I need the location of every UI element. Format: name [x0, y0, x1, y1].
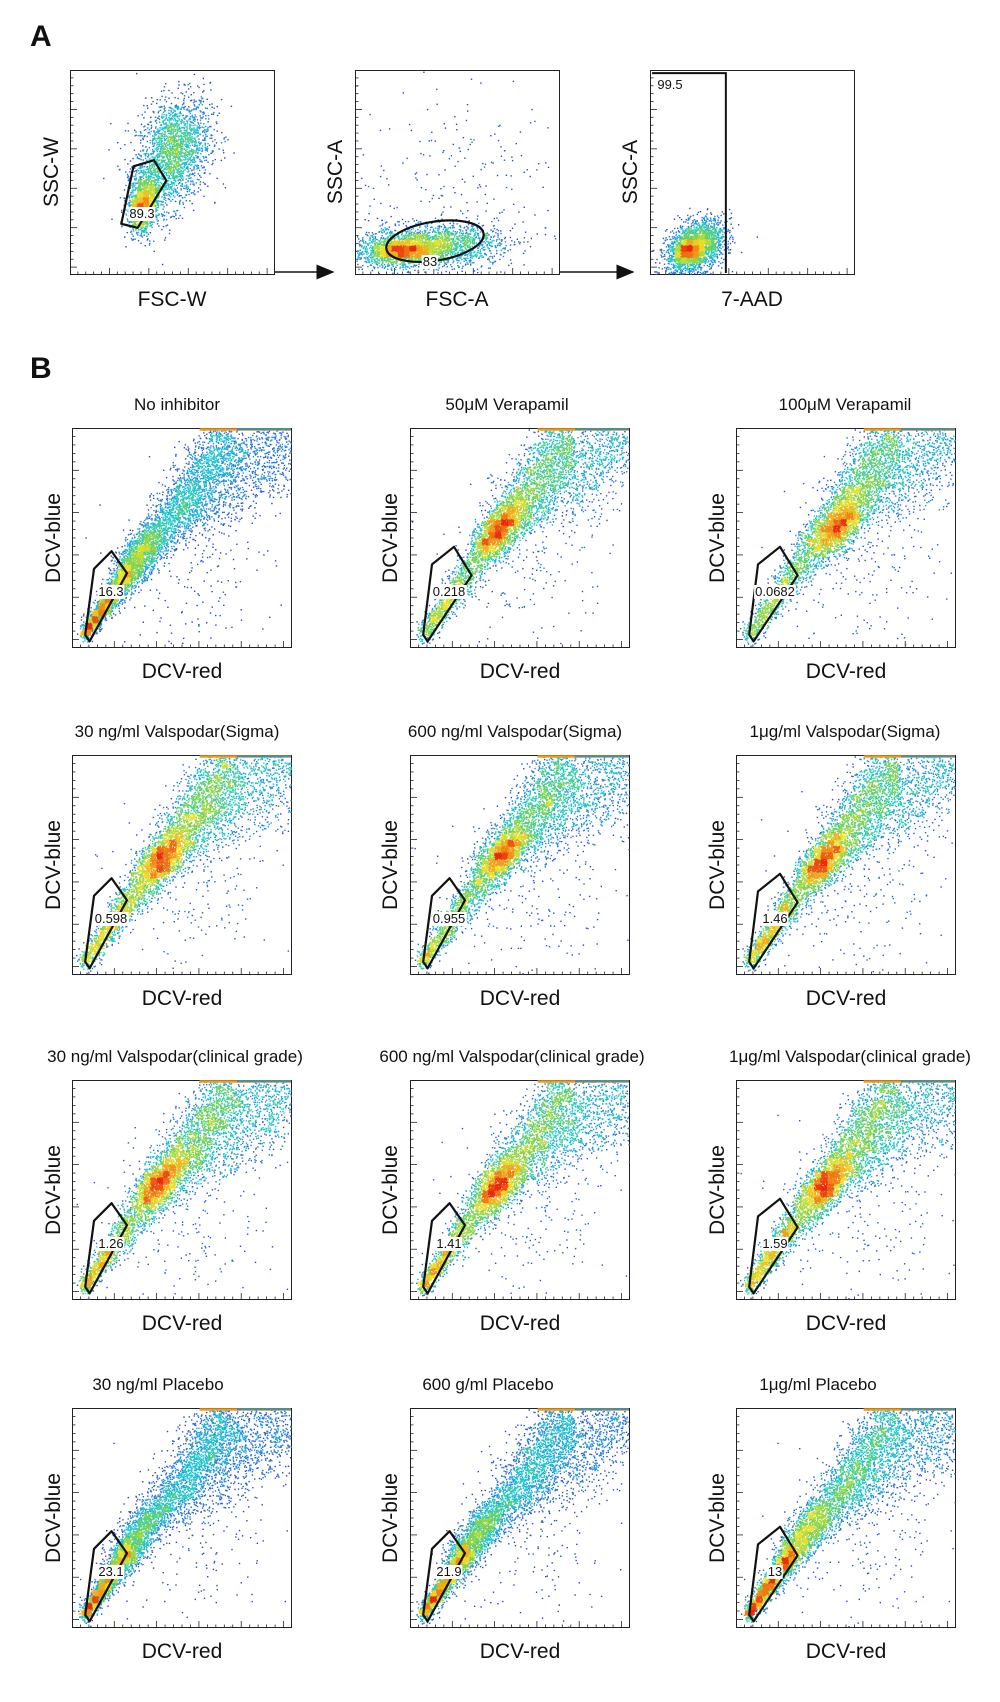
- plot-title: 50μM Verapamil: [445, 395, 568, 415]
- plot-a1: [70, 70, 275, 275]
- plot-title: 1μg/ml Valspodar(clinical grade): [729, 1047, 971, 1067]
- flow-density-plot: [72, 755, 292, 975]
- plot-title: No inhibitor: [134, 395, 220, 415]
- flow-density-plot: [736, 428, 956, 648]
- x-axis-label: DCV-red: [806, 1640, 887, 1664]
- y-axis-label: DCV-blue: [42, 1145, 66, 1235]
- y-axis-label: DCV-blue: [706, 493, 730, 583]
- x-axis-label: DCV-red: [806, 1312, 887, 1336]
- x-axis-label: DCV-red: [480, 1640, 561, 1664]
- gate-value-label: 0.218: [432, 585, 467, 599]
- plot-b6: [736, 755, 956, 975]
- flow-density-plot: [410, 755, 630, 975]
- flow-density-plot: [410, 428, 630, 648]
- plot-title: 1μg/ml Placebo: [759, 1375, 877, 1395]
- y-axis-label: SSC-W: [40, 137, 64, 207]
- gate-value-label: 1.46: [761, 912, 788, 926]
- gate-value-label: 21.9: [435, 1565, 462, 1579]
- y-axis-label: DCV-blue: [379, 1145, 403, 1235]
- panel-letter-a: A: [30, 20, 52, 54]
- plot-a2: [355, 70, 560, 275]
- y-axis-label: DCV-blue: [42, 820, 66, 910]
- gate-value-label: 99.5: [656, 78, 683, 92]
- x-axis-label: DCV-red: [480, 660, 561, 684]
- x-axis-label: DCV-red: [806, 987, 887, 1011]
- y-axis-label: DCV-blue: [379, 1473, 403, 1563]
- plot-b1: [72, 428, 292, 648]
- y-axis-label: DCV-blue: [706, 1145, 730, 1235]
- plot-title: 600 ng/ml Valspodar(Sigma): [408, 722, 622, 742]
- gate-value-label: 16.3: [97, 585, 124, 599]
- y-axis-label: SSC-A: [324, 140, 348, 204]
- plot-b12: [736, 1408, 956, 1628]
- x-axis-label: DCV-red: [480, 987, 561, 1011]
- flow-density-plot: [736, 755, 956, 975]
- gate-value-label: 23.1: [97, 1565, 124, 1579]
- y-axis-label: SSC-A: [619, 140, 643, 204]
- y-axis-label: DCV-blue: [706, 1473, 730, 1563]
- gate-value-label: 13: [767, 1565, 783, 1579]
- flow-density-plot: [736, 1080, 956, 1300]
- y-axis-label: DCV-blue: [42, 493, 66, 583]
- plot-b7: [72, 1080, 292, 1300]
- flow-density-plot: [72, 428, 292, 648]
- flow-density-plot: [410, 1408, 630, 1628]
- plot-a3: [650, 70, 855, 275]
- y-axis-label: DCV-blue: [379, 493, 403, 583]
- x-axis-label: DCV-red: [142, 660, 223, 684]
- x-axis-label: DCV-red: [806, 660, 887, 684]
- plot-title: 100μM Verapamil: [779, 395, 912, 415]
- gate-value-label: 1.59: [761, 1237, 788, 1251]
- plot-title: 1μg/ml Valspodar(Sigma): [750, 722, 941, 742]
- x-axis-label: DCV-red: [480, 1312, 561, 1336]
- gate-value-label: 89.3: [128, 207, 155, 221]
- y-axis-label: DCV-blue: [42, 1473, 66, 1563]
- gate-value-label: 0.0682: [754, 585, 796, 599]
- x-axis-label: DCV-red: [142, 1640, 223, 1664]
- flow-density-plot: [70, 70, 275, 275]
- flow-density-plot: [72, 1408, 292, 1628]
- flow-density-plot: [650, 70, 855, 275]
- plot-title: 30 ng/ml Valspodar(clinical grade): [47, 1047, 303, 1067]
- y-axis-label: DCV-blue: [706, 820, 730, 910]
- x-axis-label: FSC-A: [426, 288, 489, 312]
- plot-b2: [410, 428, 630, 648]
- x-axis-label: DCV-red: [142, 987, 223, 1011]
- plot-title: 30 ng/ml Valspodar(Sigma): [75, 722, 280, 742]
- plot-b10: [72, 1408, 292, 1628]
- gate-value-label: 1.26: [97, 1237, 124, 1251]
- x-axis-label: 7-AAD: [721, 288, 783, 312]
- gate-value-label: 1.41: [435, 1237, 462, 1251]
- flow-density-plot: [72, 1080, 292, 1300]
- plot-b3: [736, 428, 956, 648]
- flow-density-plot: [355, 70, 560, 275]
- gate-value-label: 0.955: [432, 912, 467, 926]
- x-axis-label: DCV-red: [142, 1312, 223, 1336]
- plot-b5: [410, 755, 630, 975]
- flow-density-plot: [736, 1408, 956, 1628]
- plot-title: 600 ng/ml Valspodar(clinical grade): [379, 1047, 644, 1067]
- gate-value-label: 83: [422, 255, 438, 269]
- plot-b4: [72, 755, 292, 975]
- plot-b9: [736, 1080, 956, 1300]
- plot-title: 600 g/ml Placebo: [422, 1375, 553, 1395]
- gate-value-label: 0.598: [94, 912, 129, 926]
- plot-b11: [410, 1408, 630, 1628]
- panel-letter-b: B: [30, 352, 52, 386]
- flow-density-plot: [410, 1080, 630, 1300]
- plot-title: 30 ng/ml Placebo: [92, 1375, 223, 1395]
- plot-b8: [410, 1080, 630, 1300]
- x-axis-label: FSC-W: [138, 288, 207, 312]
- y-axis-label: DCV-blue: [379, 820, 403, 910]
